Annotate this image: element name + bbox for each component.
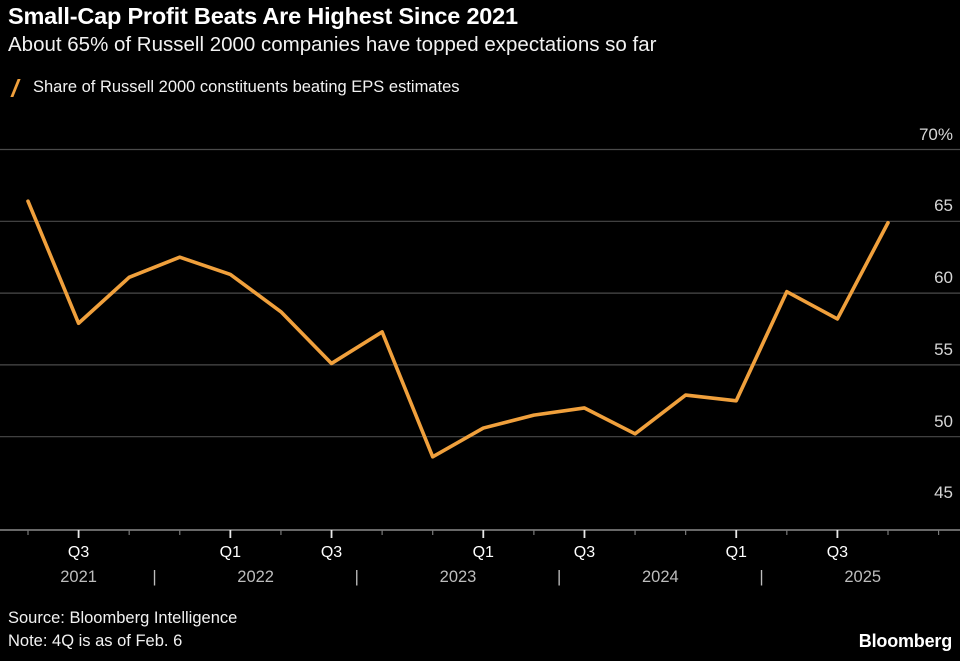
x-tick-marks bbox=[27, 530, 940, 538]
x-axis-year-label: 2024 bbox=[641, 568, 679, 586]
chart-legend: Share of Russell 2000 constituents beati… bbox=[8, 78, 460, 97]
x-axis-year-label: 2021 bbox=[60, 568, 97, 586]
legend-item-label: Share of Russell 2000 constituents beati… bbox=[33, 78, 460, 96]
x-axis-year-separator: | bbox=[152, 568, 157, 586]
series-line-share-beating-eps bbox=[26, 199, 890, 459]
x-axis-quarter-label: Q3 bbox=[320, 544, 343, 561]
footnotes: Source: Bloomberg Intelligence Note: 4Q … bbox=[8, 607, 237, 653]
chart-plot-area: 70% 65 60 55 50 45 bbox=[0, 118, 960, 538]
x-axis-year-label: 2025 bbox=[844, 568, 882, 586]
gridlines bbox=[0, 148, 960, 438]
page-subtitle: About 65% of Russell 2000 companies have… bbox=[8, 33, 657, 56]
x-axis-year-separator: | bbox=[759, 568, 764, 586]
line-chart-svg bbox=[0, 148, 960, 538]
x-axis-quarter-label: Q1 bbox=[219, 544, 242, 561]
source-text: Source: Bloomberg Intelligence bbox=[8, 609, 238, 627]
x-axis-quarter-label: Q3 bbox=[67, 544, 90, 561]
page-title: Small-Cap Profit Beats Are Highest Since… bbox=[8, 3, 518, 29]
note-text: Note: 4Q is as of Feb. 6 bbox=[8, 632, 183, 650]
bloomberg-logo: Bloomberg bbox=[858, 631, 952, 651]
x-axis-year-label: 2023 bbox=[439, 568, 477, 586]
x-axis-quarter-label: Q1 bbox=[472, 544, 494, 561]
x-axis-year-separator: | bbox=[557, 568, 562, 586]
x-axis-year-separator: | bbox=[354, 568, 359, 586]
x-axis-quarter-label: Q1 bbox=[725, 544, 747, 561]
chart-footer: Source: Bloomberg Intelligence Note: 4Q … bbox=[8, 607, 952, 653]
x-axis-quarter-label: Q3 bbox=[826, 544, 849, 561]
x-axis-year-label: 2022 bbox=[237, 568, 274, 586]
chart-header: Small-Cap Profit Beats Are Highest Since… bbox=[8, 2, 952, 58]
slash-marker-icon bbox=[8, 78, 24, 97]
x-axis-quarter-label: Q3 bbox=[573, 544, 596, 561]
